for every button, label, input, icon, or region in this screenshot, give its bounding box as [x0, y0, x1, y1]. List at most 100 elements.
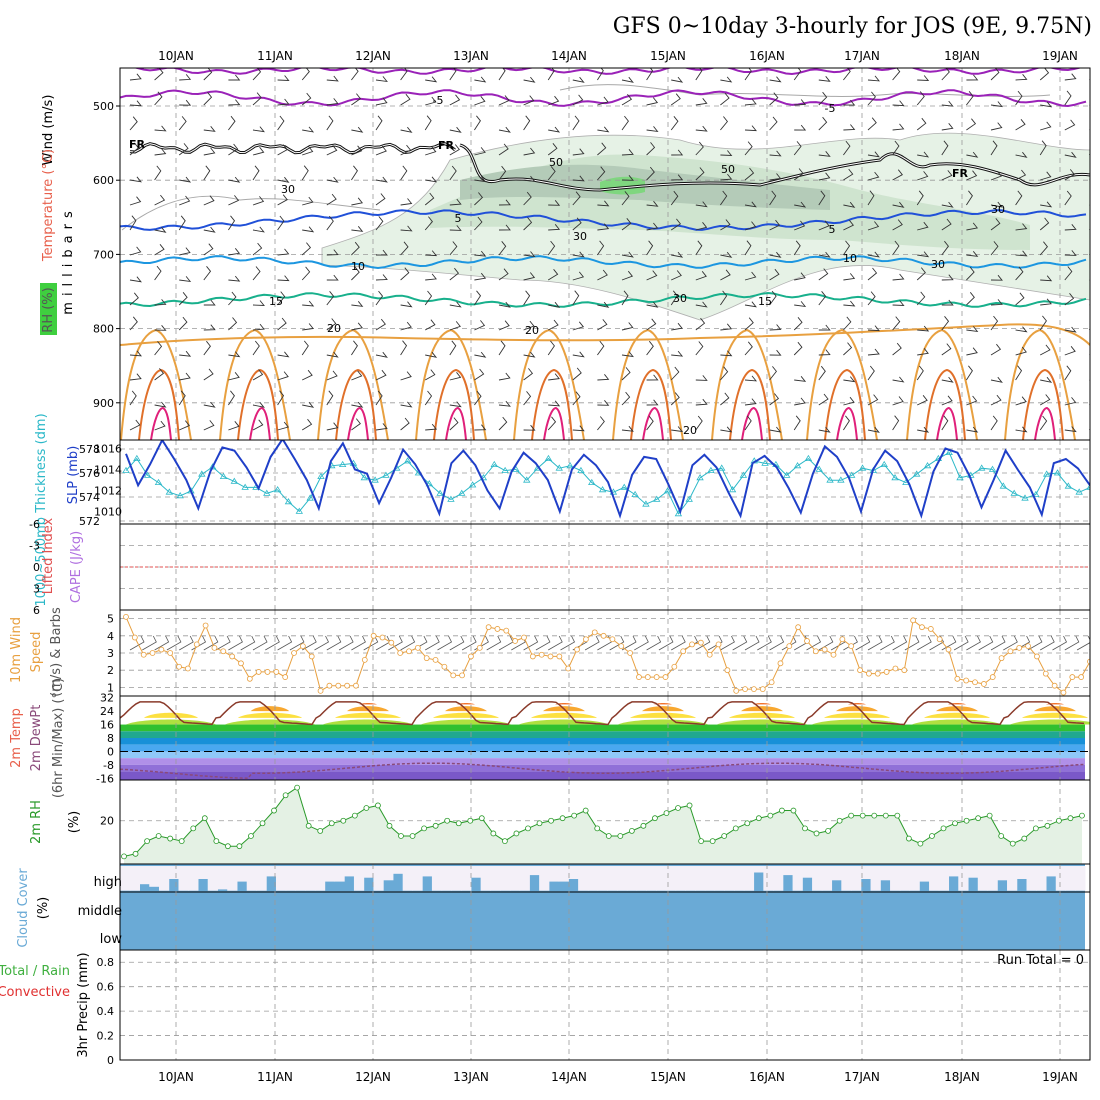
contour-25	[1022, 368, 1064, 440]
slp-tick-label: 1012	[94, 485, 122, 498]
wind-barb	[375, 423, 388, 431]
wind-barb	[670, 116, 679, 131]
wind10m-point	[1060, 689, 1067, 696]
wind-barb	[326, 145, 338, 156]
wind-barb	[129, 316, 138, 331]
wind-barb	[425, 273, 437, 281]
wind-barb-10m	[744, 635, 760, 651]
wind10m-point	[176, 663, 182, 670]
wind-barb	[966, 326, 979, 332]
slp-axis-label: SLP (mb)	[66, 446, 81, 505]
wind-barb	[769, 92, 779, 106]
wind10m-point	[282, 674, 289, 680]
rh2m-point	[825, 828, 831, 834]
wind-barb	[621, 115, 629, 131]
wind-barb	[843, 376, 856, 383]
wind-barb	[252, 419, 264, 431]
wind-barb	[1040, 121, 1052, 131]
wind-barb	[498, 241, 507, 256]
cloud-high-gap	[597, 866, 608, 891]
wind-barb	[474, 216, 483, 231]
wind-barb-10m	[757, 635, 772, 651]
rh2m-point	[305, 822, 312, 829]
date-label-bottom: 10JAN	[158, 1070, 194, 1084]
wind-barb	[966, 118, 977, 131]
date-label-bottom: 15JAN	[650, 1070, 686, 1084]
rh2m-point	[859, 812, 866, 819]
wind-barb	[818, 251, 831, 258]
wind-barb	[1089, 228, 1090, 231]
wind-barb	[301, 266, 311, 281]
cloud-high-gap	[383, 866, 394, 881]
wind-barb	[498, 95, 510, 106]
rh2m-point	[1056, 817, 1062, 824]
cloud-high-gap	[324, 866, 335, 882]
wind-barb	[646, 166, 655, 181]
wind-barb	[695, 317, 706, 331]
wind-barb	[793, 68, 802, 81]
wind-barb	[646, 97, 659, 106]
contour-5	[120, 209, 1087, 231]
cloud-high-gap	[305, 866, 316, 891]
thickness-point	[284, 498, 293, 505]
wind10m-point	[1069, 674, 1076, 680]
wind-barb	[424, 390, 433, 406]
cloud-high-gap	[519, 866, 530, 891]
slp-grid	[120, 440, 1090, 524]
wind10m-point	[989, 674, 996, 680]
wind-barb	[695, 222, 708, 231]
temp-hump	[144, 712, 198, 718]
cloud-high-gap	[470, 866, 482, 878]
wind-barb	[695, 167, 705, 181]
cloud-high-gap	[1036, 866, 1047, 891]
wind-barb	[1015, 346, 1027, 356]
top-date-axis: 10JAN 11JAN 12JAN 13JAN 14JAN 15JAN 16JAN 17JAN…	[158, 49, 1078, 63]
cloud-high-gap	[334, 866, 345, 882]
cloud-high-gap	[695, 866, 706, 891]
wind10m-speed-label: Speed	[29, 632, 44, 673]
wind-barb	[400, 198, 413, 206]
wind-barb	[277, 75, 290, 81]
cloud-high-gap	[1007, 866, 1018, 891]
wind-barb	[744, 301, 757, 308]
slp-frame	[119, 439, 1091, 525]
wind-barb	[178, 316, 188, 331]
wind-barb	[867, 75, 881, 82]
wind-barb	[1015, 426, 1028, 433]
run-total-label: Run Total = 0	[997, 953, 1084, 968]
chart-title: GFS 0~10day 3-hourly for JOS (9E, 9.75N)	[613, 14, 1092, 39]
wind-barb-10m	[634, 635, 649, 651]
wind-barb	[990, 315, 999, 331]
wind10m-point	[459, 672, 465, 679]
thickness-point	[468, 481, 477, 488]
wind-barb	[474, 424, 487, 431]
rh-30-contour	[121, 84, 1051, 231]
wind-barb	[670, 190, 679, 206]
wind10m-point	[1034, 653, 1040, 660]
wind-barb	[695, 375, 708, 381]
rh2m-point	[755, 815, 762, 822]
wind-barb	[695, 301, 708, 308]
wind10m-point	[919, 624, 925, 631]
wind10m-point	[450, 672, 457, 679]
wind-barb	[1040, 275, 1053, 282]
wind-barb	[326, 215, 334, 231]
contour-30	[347, 406, 369, 440]
contour-20	[711, 328, 783, 440]
slp-tick-label: 1016	[94, 443, 122, 456]
wind-barb	[572, 290, 580, 306]
wind-barb	[375, 76, 388, 82]
wind-barb	[228, 317, 238, 331]
rh2m-point	[178, 838, 185, 844]
cloud-high-gap	[753, 866, 764, 873]
cloud-high-gap	[295, 866, 306, 891]
wind-barb	[892, 396, 904, 406]
temp-hump	[630, 712, 696, 718]
wind-barb	[547, 416, 557, 431]
thickness-point	[923, 462, 932, 469]
thickness-point	[1021, 494, 1029, 501]
wind-barb	[498, 224, 511, 231]
wind-barb	[1089, 279, 1090, 281]
wind-barb	[990, 394, 1002, 406]
wind-barb	[621, 251, 634, 258]
